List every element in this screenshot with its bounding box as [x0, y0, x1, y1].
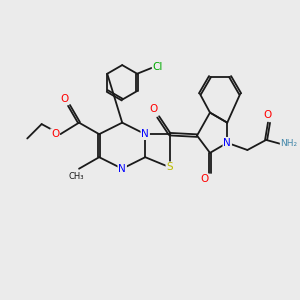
Text: N: N — [141, 129, 149, 139]
Text: O: O — [200, 174, 208, 184]
Text: O: O — [61, 94, 69, 104]
Text: O: O — [150, 104, 158, 114]
Text: N: N — [224, 138, 231, 148]
Text: O: O — [263, 110, 272, 121]
Text: O: O — [51, 129, 59, 139]
Text: CH₃: CH₃ — [68, 172, 84, 181]
Text: Cl: Cl — [153, 62, 163, 72]
Text: S: S — [167, 162, 173, 172]
Text: NH₂: NH₂ — [280, 139, 298, 148]
Text: N: N — [118, 164, 126, 174]
